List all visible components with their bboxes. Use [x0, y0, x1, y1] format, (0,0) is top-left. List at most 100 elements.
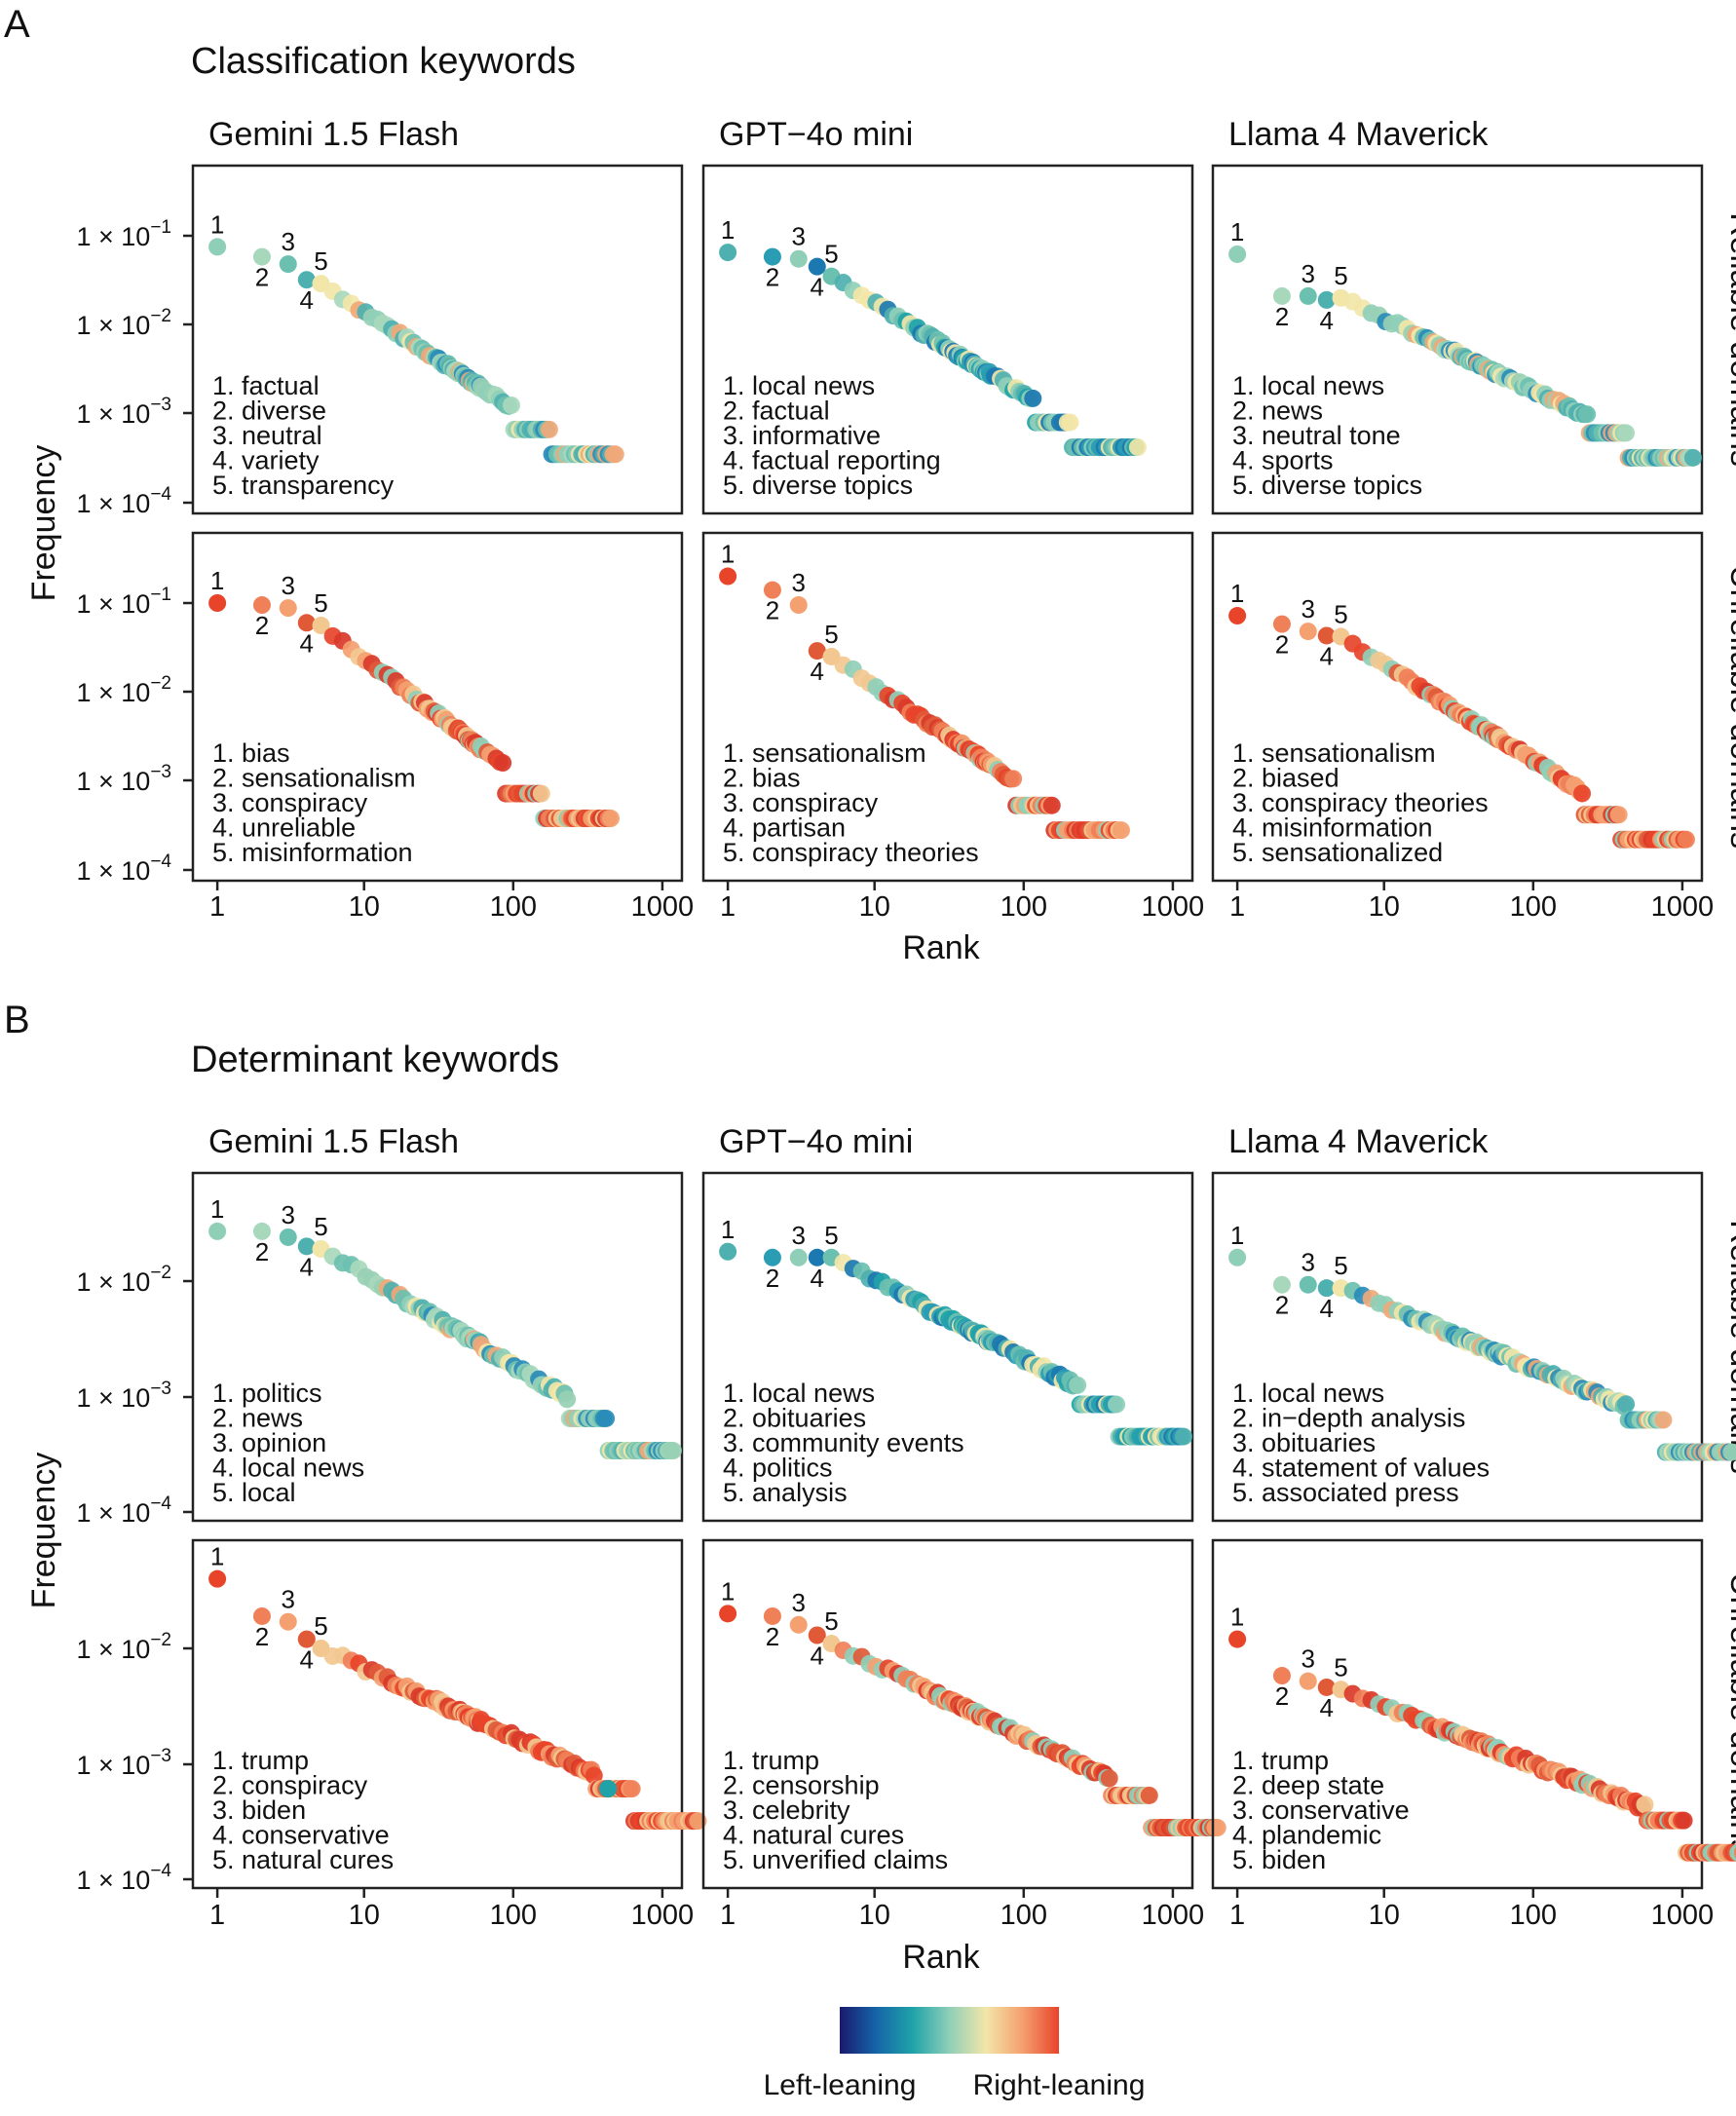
keyword-list-item: 4. conservative	[212, 1821, 390, 1850]
keyword-list-item: 5. sensationalized	[1232, 838, 1443, 867]
y-tick-label: 1 × 10−3	[77, 1746, 172, 1780]
data-point	[1024, 389, 1042, 407]
rank-label: 5	[1334, 1652, 1347, 1681]
data-point	[1042, 796, 1061, 814]
keyword-list-item: 1. politics	[212, 1379, 322, 1408]
data-point	[808, 1626, 826, 1644]
rank-label: 4	[1320, 1693, 1334, 1722]
data-point	[1174, 1427, 1192, 1446]
data-point	[719, 1605, 737, 1623]
data-point	[1636, 1795, 1654, 1814]
x-tick-label: 1000	[631, 1900, 695, 1931]
data-point	[808, 257, 826, 276]
data-point	[558, 1390, 577, 1409]
data-point	[808, 642, 826, 661]
rank-label: 2	[1275, 1291, 1289, 1320]
plot-frame	[1211, 531, 1704, 883]
column-title: Llama 4 Maverick	[1228, 116, 1489, 153]
x-tick-label: 10	[1369, 891, 1400, 923]
data-point	[312, 616, 330, 634]
y-tick-label: 1 × 10−4	[77, 1861, 172, 1895]
rank-label: 5	[314, 1212, 327, 1241]
data-point	[763, 247, 781, 266]
keyword-list-item: 1. sensationalism	[723, 738, 926, 768]
y-tick-label: 1 × 10−3	[77, 395, 172, 429]
keyword-list-item: 5. diverse topics	[723, 471, 913, 500]
data-point	[1299, 623, 1317, 641]
y-tick-label: 1 × 10−2	[77, 673, 172, 707]
data-point	[279, 1612, 297, 1631]
rank-label: 4	[300, 1252, 314, 1281]
rank-label: 1	[721, 1576, 735, 1606]
data-point	[789, 249, 808, 268]
data-point	[808, 1248, 826, 1266]
data-point	[1299, 286, 1317, 305]
data-point	[252, 1222, 271, 1240]
data-point	[763, 1248, 781, 1266]
keyword-list-item: 2. in−depth analysis	[1232, 1404, 1465, 1433]
data-point	[1061, 413, 1079, 432]
keyword-list-item: 2. news	[1232, 397, 1323, 426]
rank-label: 5	[824, 620, 838, 649]
keyword-list-item: 3. informative	[723, 421, 881, 450]
y-tick-label: 1 × 10−2	[77, 306, 172, 340]
data-point	[208, 1222, 227, 1240]
keyword-list-item: 5. analysis	[723, 1478, 848, 1507]
data-point	[599, 1780, 618, 1798]
data-point	[789, 1248, 808, 1266]
rank-label: 5	[824, 1221, 838, 1250]
rank-label: 1	[721, 1215, 735, 1244]
data-point	[252, 1606, 271, 1625]
rank-label: 3	[792, 222, 806, 251]
rank-label: 3	[792, 1221, 806, 1250]
rank-label: 1	[721, 540, 735, 569]
data-point	[1654, 1411, 1673, 1429]
plot-frame	[191, 164, 684, 515]
keyword-list-item: 3. opinion	[212, 1428, 326, 1457]
data-point	[1272, 1275, 1291, 1294]
x-tick-label: 100	[1000, 891, 1047, 923]
keyword-list-item: 3. conspiracy theories	[1232, 788, 1489, 817]
rank-label: 2	[255, 1622, 269, 1651]
data-point	[208, 238, 227, 256]
data-point	[1140, 1786, 1158, 1804]
rank-label: 3	[1302, 1248, 1315, 1277]
data-point	[502, 396, 520, 414]
keyword-list-item: 1. local news	[1232, 371, 1384, 400]
keyword-list-item: 1. sensationalism	[1232, 738, 1436, 768]
rank-label: 1	[210, 209, 224, 239]
rank-label: 4	[300, 1645, 314, 1675]
data-point	[763, 1606, 781, 1625]
data-point	[1069, 1376, 1087, 1394]
x-tick-label: 100	[1510, 1900, 1557, 1931]
keyword-list-item: 5. unverified claims	[723, 1845, 948, 1874]
data-point	[494, 754, 512, 773]
data-point	[297, 1630, 316, 1648]
rank-label: 4	[1320, 641, 1334, 670]
colorbar-left-label: Left-leaning	[764, 2069, 917, 2101]
y-tick-label: 1 × 10−1	[77, 217, 172, 251]
x-tick-label: 10	[349, 1900, 380, 1931]
rank-label: 4	[811, 1641, 824, 1670]
x-tick-label: 100	[1000, 1900, 1047, 1931]
data-point	[623, 1780, 641, 1798]
keyword-list-item: 2. factual	[723, 397, 830, 426]
x-tick-label: 1000	[631, 891, 695, 923]
rank-label: 2	[255, 263, 269, 292]
rank-label: 4	[1320, 1294, 1334, 1323]
keyword-list-item: 5. biden	[1232, 1845, 1326, 1874]
rank-label: 4	[811, 273, 824, 302]
rank-label: 3	[282, 1585, 295, 1614]
rank-label: 1	[721, 215, 735, 245]
data-point	[297, 614, 316, 632]
rank-label: 1	[210, 1194, 224, 1224]
x-tick-label: 1000	[1142, 1900, 1205, 1931]
rank-label: 3	[282, 227, 295, 256]
rank-label: 4	[811, 1264, 824, 1293]
data-point	[789, 1615, 808, 1634]
